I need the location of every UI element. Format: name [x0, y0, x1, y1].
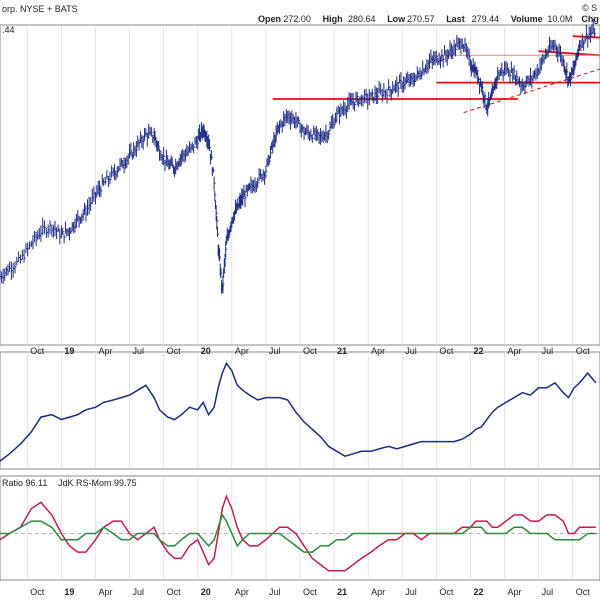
symbol-label: orp. NYSE + BATS — [2, 4, 78, 14]
x-tick-label-top-7: Jul — [269, 346, 281, 356]
x-tick-label-top-2: Apr — [98, 346, 112, 356]
ohlc-label-4: Volume — [511, 14, 543, 24]
x-tick-label-top-6: Apr — [235, 346, 249, 356]
x-tick-label-top-1: 19 — [64, 346, 74, 356]
x-tick-label-top-14: Apr — [508, 346, 522, 356]
trend-annotations — [272, 35, 600, 114]
x-tick-label-bottom-14: Apr — [508, 587, 522, 597]
x-tick-label-bottom-13: 22 — [473, 587, 483, 597]
x-axis-labels: Oct Oct 19 19 Apr Apr Jul Jul Oct Oct 20 20 Apr Apr Ju… — [30, 346, 590, 597]
grid-lines — [0, 25, 600, 580]
x-tick-label-bottom-7: Jul — [269, 587, 281, 597]
ohlc-value-1: 280.64 — [348, 14, 376, 24]
ohlc-label-1: High — [323, 14, 343, 24]
rrg-lines — [0, 494, 596, 572]
x-tick-label-bottom-10: Apr — [371, 587, 385, 597]
x-tick-label-top-5: 20 — [201, 346, 211, 356]
x-tick-label-bottom-0: Oct — [30, 587, 45, 597]
x-tick-label-bottom-1: 19 — [64, 587, 74, 597]
x-tick-label-top-16: Oct — [576, 346, 591, 356]
momentum-legend: JdK RS-Mom 99.75 — [58, 478, 137, 488]
ohlc-label-2: Low — [387, 14, 406, 24]
x-tick-label-bottom-5: 20 — [201, 587, 211, 597]
x-tick-label-top-0: Oct — [30, 346, 45, 356]
x-tick-label-bottom-15: Jul — [542, 587, 554, 597]
ohlc-value-0: 272.00 — [283, 14, 311, 24]
copyright-mark: © S — [582, 3, 597, 13]
x-tick-label-top-8: Oct — [303, 346, 318, 356]
x-tick-label-bottom-4: Oct — [167, 587, 182, 597]
ohlc-label-0: Open — [258, 14, 281, 24]
x-tick-label-bottom-16: Oct — [576, 587, 591, 597]
x-tick-label-bottom-3: Jul — [133, 587, 145, 597]
x-tick-label-bottom-6: Apr — [235, 587, 249, 597]
x-tick-label-top-11: Jul — [405, 346, 417, 356]
x-tick-label-bottom-11: Jul — [405, 587, 417, 597]
rs-ratio-line — [0, 494, 596, 572]
ohlc-value-4: 10.0M — [547, 14, 572, 24]
x-tick-label-top-4: Oct — [167, 346, 182, 356]
x-tick-label-bottom-12: Oct — [439, 587, 454, 597]
last-price-label: .44 — [2, 25, 15, 35]
relative-strength-line — [0, 361, 597, 462]
x-tick-label-top-15: Jul — [542, 346, 554, 356]
relative-line — [0, 361, 597, 462]
chart-header: orp. NYSE + BATS .44 Open 272.00 High 280.6… — [2, 3, 599, 35]
rrg-legend: Ratio 96.11 JdK RS-Mom 99.75 — [2, 478, 137, 488]
x-tick-label-top-12: Oct — [439, 346, 454, 356]
price-bars — [0, 19, 597, 294]
ohlc-readout: Open 272.00 High 280.64 Low 270.57 Last 279.44 V… — [258, 14, 599, 24]
x-tick-label-bottom-9: 21 — [337, 587, 347, 597]
ohlc-value-3: 279.44 — [472, 14, 500, 24]
ohlc-label-5: Chg — [581, 14, 599, 24]
x-tick-label-bottom-2: Apr — [98, 587, 112, 597]
x-tick-label-top-10: Apr — [371, 346, 385, 356]
x-tick-label-top-9: 21 — [337, 346, 347, 356]
x-tick-label-top-3: Jul — [133, 346, 145, 356]
ratio-legend: Ratio 96.11 — [2, 478, 47, 488]
ohlc-label-3: Last — [446, 14, 465, 24]
ohlc-value-2: 270.57 — [407, 14, 435, 24]
rs-momentum-line — [0, 513, 596, 553]
x-tick-label-bottom-8: Oct — [303, 587, 318, 597]
x-tick-label-top-13: 22 — [473, 346, 483, 356]
